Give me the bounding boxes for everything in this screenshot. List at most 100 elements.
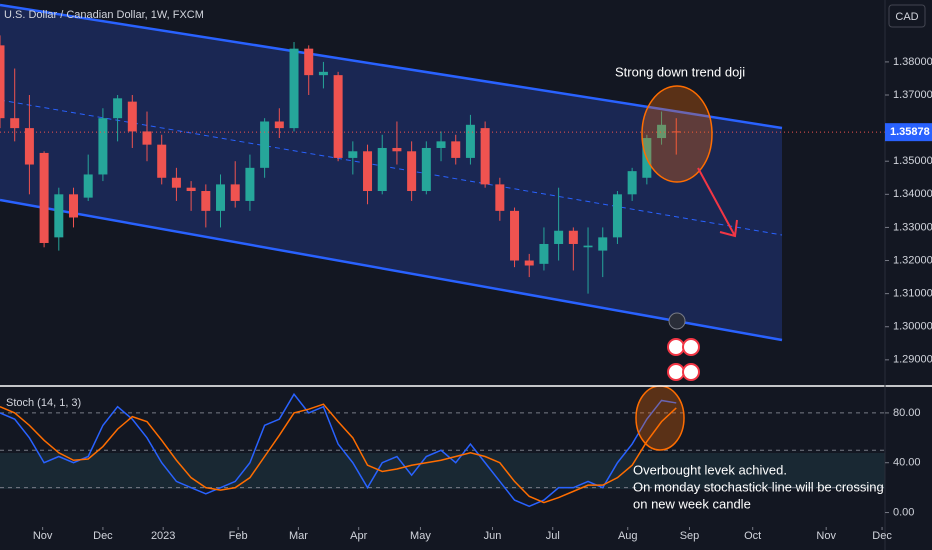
candle-body [98,118,108,175]
y-tick-label: 80.00 [893,407,921,419]
flag-icon[interactable] [682,338,700,356]
candle-body [524,260,534,266]
marks [0,35,885,508]
candle-body [54,194,64,238]
candle-body [421,147,431,192]
x-tick-label: 2023 [151,530,175,542]
candle-body [510,210,520,261]
candle-body [583,245,593,248]
stoch-band [0,453,885,489]
x-tick-label: Nov [33,530,53,542]
highlight-ellipse [635,385,685,451]
annotation: on new week candle [633,496,751,511]
candle-body [230,184,240,201]
candle-body [69,194,79,218]
candle-body [348,151,358,158]
x-tick-label: Feb [229,530,248,542]
candle-body [495,184,505,211]
candle-body [39,152,49,243]
annotation: Strong down trend doji [615,64,745,79]
candle-body [657,124,667,139]
y-tick-label: 1.31000 [893,288,932,300]
candle-body [157,144,167,178]
candle-body [113,98,123,119]
last-price-label: 1.35878 [890,126,930,138]
candle-body [363,151,373,192]
event-icon[interactable] [668,312,686,330]
x-tick-label: Jul [546,530,560,542]
candle-body [83,174,93,198]
x-tick-label: Aug [618,530,638,542]
highlight-ellipse [641,85,713,183]
candle-body [480,128,490,185]
y-tick-label: 1.33000 [893,221,932,233]
candle-body [568,230,578,244]
candle-body [392,147,402,152]
x-tick-label: Jun [484,530,502,542]
channel-mid [0,99,783,236]
y-tick-label: 1.38000 [893,56,932,68]
last-price-box [885,123,932,142]
x-tick-label: Dec [872,530,892,542]
candle-body [186,187,196,192]
stoch-line [0,392,677,508]
candle-body [245,167,255,201]
candle-body [0,45,5,119]
currency-button[interactable] [888,4,926,28]
annotation: On monday stochastick line will be cross… [633,479,884,494]
indicator-title: Stoch (14, 1, 3) [6,397,81,409]
x-tick-label: Nov [816,530,836,542]
candle-body [201,191,211,211]
candle-body [407,151,417,192]
x-tick-label: Mar [289,530,308,542]
y-tick-label: 1.35000 [893,155,932,167]
x-tick-label: Dec [93,530,113,542]
arrow [697,167,736,237]
y-tick-label: 1.34000 [893,188,932,200]
flag-icon[interactable] [667,338,685,356]
channel-lower [0,198,783,342]
candle-body [24,128,34,165]
x-tick-label: Oct [744,530,761,542]
candle-body [274,121,284,129]
candle-body [142,131,152,145]
flag-icon[interactable] [667,363,685,381]
currency[interactable]: CAD [895,11,918,23]
y-tick-label: 1.29000 [893,354,932,366]
candle-body [554,230,564,244]
y-tick-label: 1.32000 [893,254,932,266]
candle-body [318,71,328,76]
candle-body [627,171,637,195]
candle-body [598,237,608,251]
candle-body [377,147,387,192]
candle-body [436,141,446,148]
candle-body [260,121,270,168]
channel-fill [0,5,782,340]
flag-icon[interactable] [682,363,700,381]
chart-title: U.S. Dollar / Canadian Dollar, 1W, FXCM [4,9,204,21]
y-tick-label: 1.30000 [893,321,932,333]
stoch-line [0,403,677,504]
candle-body [127,101,137,132]
y-tick-label: 1.37000 [893,89,932,101]
candle-body [10,118,20,129]
x-tick-label: Apr [350,530,367,542]
candle-body [216,184,226,211]
candle-body [171,177,181,188]
candle-body [451,141,461,158]
candle-body [304,48,314,76]
arrow-head [719,219,738,238]
candle-body [465,124,475,158]
x-tick-label: Sep [680,530,700,542]
candle-body [333,75,343,158]
drawings [0,3,885,489]
y-tick-label: 40.00 [893,457,921,469]
candle-body [289,48,299,129]
channel-upper [0,3,783,130]
annotation: Overbought levek achived. [633,462,787,477]
candle-body [612,194,622,238]
candle-body [539,243,549,264]
x-tick-label: May [410,530,431,542]
